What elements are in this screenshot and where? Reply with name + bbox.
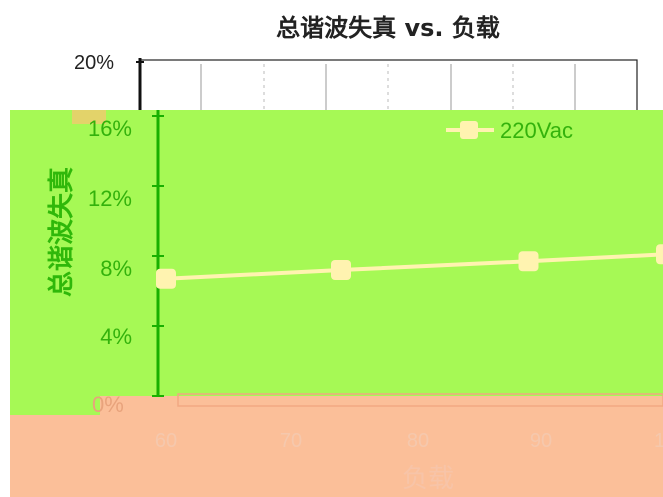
data-point bbox=[518, 251, 539, 272]
bottom-left-edge bbox=[0, 415, 10, 497]
y-tick-12: 12% bbox=[88, 186, 132, 211]
data-point bbox=[656, 244, 663, 265]
legend-label: 220Vac bbox=[500, 118, 573, 143]
y-axis-title: 总谐波失真 bbox=[47, 167, 77, 297]
legend-marker bbox=[460, 121, 478, 139]
y-tick-marks bbox=[152, 115, 164, 397]
legend: 220Vac bbox=[446, 118, 573, 143]
series-layer bbox=[156, 244, 663, 289]
y-tick-0: 0% bbox=[92, 392, 124, 417]
x-tick-80: 80 bbox=[407, 430, 429, 452]
bottom-frame-ghost bbox=[177, 393, 663, 407]
chart-title: 总谐波失真 vs. 负载 bbox=[276, 14, 500, 42]
outer-grid bbox=[200, 64, 576, 118]
outer-y-tick-20: 20% bbox=[74, 52, 114, 74]
x-tick-70: 70 bbox=[280, 430, 302, 452]
x-tick-100-partial: 1 bbox=[654, 430, 663, 452]
y-tick-4: 4% bbox=[100, 324, 132, 349]
corner-patch bbox=[72, 110, 106, 124]
bottom-band bbox=[10, 415, 663, 497]
x-tick-60: 60 bbox=[155, 430, 177, 452]
data-point bbox=[156, 268, 176, 289]
x-axis-title: 负载 bbox=[402, 464, 454, 494]
y-tick-16: 16% bbox=[88, 116, 132, 141]
data-point bbox=[331, 260, 351, 280]
y-tick-8: 8% bbox=[100, 256, 132, 281]
series-line bbox=[165, 252, 663, 281]
x-tick-90: 90 bbox=[530, 430, 552, 452]
